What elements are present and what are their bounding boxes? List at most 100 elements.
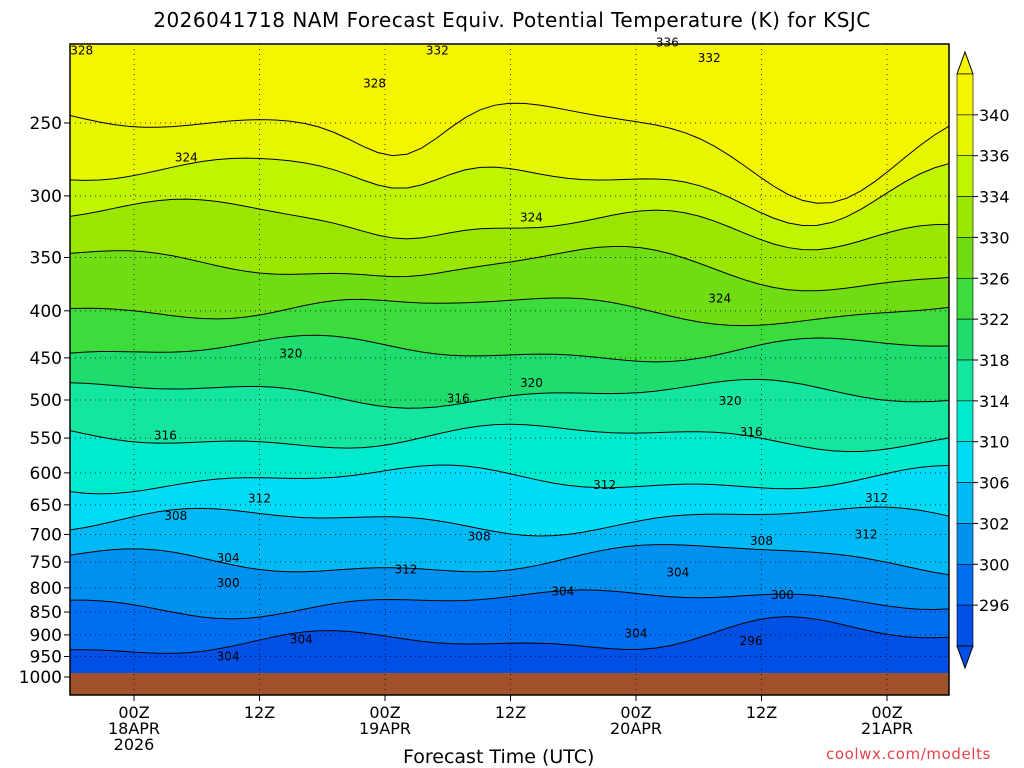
ground-terrain xyxy=(70,673,949,695)
contour-labels: 328 332 336 332 328 324 324 324 320 320 316 320 316 3… xyxy=(70,36,888,664)
contour-label: 296 xyxy=(740,634,763,648)
contour-label: 320 xyxy=(520,376,543,390)
colorbar-label: 326 xyxy=(979,269,1010,288)
colorbar-swatch xyxy=(956,318,974,361)
x-tick-label: 00Z xyxy=(620,703,651,722)
svg-text:312: 312 xyxy=(855,527,878,541)
colorbar-bottom-arrow xyxy=(956,645,974,670)
colorbar-label: 330 xyxy=(979,228,1010,247)
theta-e-band xyxy=(70,199,949,291)
contour-label: 312 xyxy=(855,527,878,541)
grid-lines xyxy=(70,44,949,695)
x-tick-label: 21APR xyxy=(861,719,913,738)
colorbar-label: 300 xyxy=(979,555,1010,574)
svg-text:336: 336 xyxy=(656,36,679,50)
y-tick-label: 550 xyxy=(30,429,62,449)
contour-label: 312 xyxy=(248,491,271,505)
x-tick-label: 19APR xyxy=(359,719,411,738)
y-tick-label: 600 xyxy=(30,464,62,484)
contour-label: 332 xyxy=(426,43,449,57)
svg-text:316: 316 xyxy=(154,428,177,442)
theta-e-band xyxy=(70,335,949,409)
colorbar-label: 296 xyxy=(979,596,1010,615)
colorbar-label: 310 xyxy=(979,433,1010,452)
theta-e-band xyxy=(70,44,949,204)
colorbar-label: 318 xyxy=(979,351,1010,370)
contour-label: 316 xyxy=(740,425,763,439)
contour-label: 312 xyxy=(593,478,616,492)
contour-line xyxy=(70,506,949,537)
contour-label: 328 xyxy=(363,77,386,91)
y-tick-label: 400 xyxy=(30,302,62,322)
svg-text:316: 316 xyxy=(447,392,470,406)
colorbar-label: 302 xyxy=(979,514,1010,533)
theta-e-band xyxy=(70,507,949,575)
contour-label: 332 xyxy=(698,51,721,65)
y-tick-label: 950 xyxy=(30,648,62,668)
contour-label: 304 xyxy=(551,584,574,598)
x-tick-label: 12Z xyxy=(244,703,275,722)
svg-text:328: 328 xyxy=(70,43,93,57)
colorbar-swatch xyxy=(956,196,974,238)
contour-label: 308 xyxy=(164,509,187,523)
svg-text:328: 328 xyxy=(363,77,386,91)
svg-text:296: 296 xyxy=(740,634,763,648)
contour-label: 316 xyxy=(447,392,470,406)
contour-label: 328 xyxy=(70,43,93,57)
contour-label: 316 xyxy=(154,428,177,442)
chart-title: 2026041718 NAM Forecast Equiv. Potential… xyxy=(153,8,871,32)
contour-line xyxy=(70,198,949,251)
svg-text:332: 332 xyxy=(698,51,721,65)
contour-line xyxy=(70,297,949,327)
svg-text:304: 304 xyxy=(666,566,689,580)
theta-e-band xyxy=(70,103,949,226)
contour-line xyxy=(70,157,949,226)
colorbar-swatch xyxy=(956,237,974,279)
contour-lines xyxy=(70,102,949,654)
contour-label: 308 xyxy=(468,530,491,544)
y-tick-label: 700 xyxy=(30,525,62,545)
colorbar-label: 306 xyxy=(979,474,1010,493)
contour-label: 324 xyxy=(175,151,198,165)
colorbar-label: 322 xyxy=(979,310,1010,329)
svg-text:324: 324 xyxy=(708,292,731,306)
svg-text:316: 316 xyxy=(740,425,763,439)
y-axis: 250 300 350 400 450 500 550 600 650 700 750 800 850 9… xyxy=(19,114,70,688)
x-tick-label: 12Z xyxy=(495,703,526,722)
y-tick-label: 900 xyxy=(30,626,62,646)
contour-label: 300 xyxy=(217,576,240,590)
theta-e-band xyxy=(70,379,949,452)
contour-label: 336 xyxy=(656,36,679,50)
svg-text:308: 308 xyxy=(164,509,187,523)
contour-fill-bands xyxy=(70,44,949,695)
x-tick-label: 00Z xyxy=(871,703,902,722)
contour-label: 312 xyxy=(865,491,888,505)
svg-text:304: 304 xyxy=(217,551,240,565)
colorbar-label: 314 xyxy=(979,392,1010,411)
svg-text:324: 324 xyxy=(520,211,543,225)
x-tick-label: 00Z xyxy=(369,703,400,722)
theta-e-band xyxy=(70,424,949,494)
colorbar-label: 334 xyxy=(979,188,1010,207)
y-tick-label: 750 xyxy=(30,553,62,573)
svg-text:312: 312 xyxy=(865,491,888,505)
colorbar-label: 340 xyxy=(979,106,1010,125)
colorbar: 340 336 334 330 326 322 318 314 310 306 302 300 296 xyxy=(956,50,1010,670)
contour-line xyxy=(70,423,949,453)
svg-text:304: 304 xyxy=(625,627,648,641)
svg-text:320: 320 xyxy=(520,376,543,390)
contour-label: 312 xyxy=(394,562,417,576)
theta-e-band xyxy=(70,544,949,619)
x-axis-title: Forecast Time (UTC) xyxy=(403,746,595,768)
contour-line xyxy=(70,464,949,495)
contour-label: 324 xyxy=(520,211,543,225)
contour-label: 304 xyxy=(666,566,689,580)
colorbar-swatch xyxy=(956,359,974,402)
y-tick-label: 350 xyxy=(30,248,62,268)
svg-text:320: 320 xyxy=(719,394,742,408)
x-tick-label: 18APR xyxy=(108,719,160,738)
colorbar-swatch xyxy=(956,114,974,157)
y-tick-label: 650 xyxy=(30,496,62,516)
colorbar-swatch xyxy=(956,73,974,116)
